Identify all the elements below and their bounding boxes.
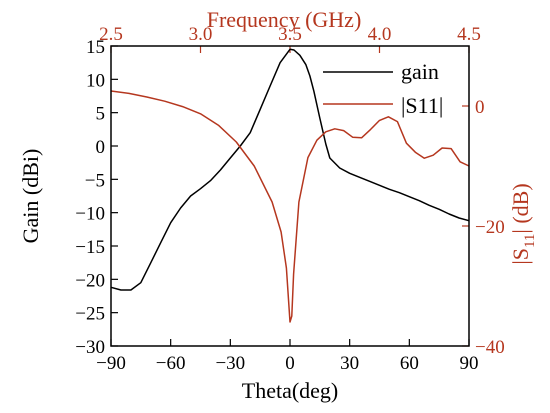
y2-axis-title-post: | (dB) [508,183,533,233]
x-tick-label: −30 [215,353,245,374]
plot-frame [110,45,470,347]
y-tick-label: 10 [86,70,105,91]
legend-label-gain: gain [401,59,439,84]
y-tick-label: 5 [96,104,106,125]
x2-tick-label: 2.5 [99,24,123,45]
y2-tick-label: −20 [475,217,505,238]
legend: gain |S11| [323,59,443,118]
x-tick-label: 30 [340,353,359,374]
x-tick-label: 60 [400,353,419,374]
y-tick-label: −10 [75,204,105,225]
y-tick-label: 0 [96,137,106,158]
legend-label-s11: |S11| [401,93,443,118]
tick-labels: −90 −60 −30 0 30 60 90 −30 −25 −20 −15 −10 −5 0 5 10 152… [75,24,504,374]
y2-tick-label: 0 [475,97,485,118]
y-axis-title: Gain (dBi) [18,149,43,244]
x-tick-label: 0 [285,353,295,374]
x-tick-label: −60 [156,353,186,374]
gain-line [110,48,470,291]
y-tick-label: −25 [75,304,105,325]
s11-line [110,90,470,323]
y2-tick-label: −40 [475,337,505,358]
y2-axis-title-pre: |S [508,248,533,265]
y-tick-label: 15 [86,37,105,58]
y-tick-label: −30 [75,337,105,358]
x-tick-label: 90 [460,353,479,374]
x2-tick-label: 4.5 [457,24,481,45]
y-tick-label: −5 [85,170,105,191]
x2-axis-title: Frequency (GHz) [207,7,362,32]
y2-axis-title: |S11| (dB) [508,183,538,264]
y-tick-label: −20 [75,270,105,291]
series-layer [110,48,470,323]
x2-tick-label: 3.0 [189,24,213,45]
x2-tick-label: 3.5 [278,24,302,45]
y-tick-label: −15 [75,237,105,258]
y2-axis-title-sub: 11 [522,234,538,248]
x-tick-label: −90 [96,353,126,374]
x-axis-title: Theta(deg) [242,378,339,403]
x2-tick-label: 4.0 [368,24,392,45]
